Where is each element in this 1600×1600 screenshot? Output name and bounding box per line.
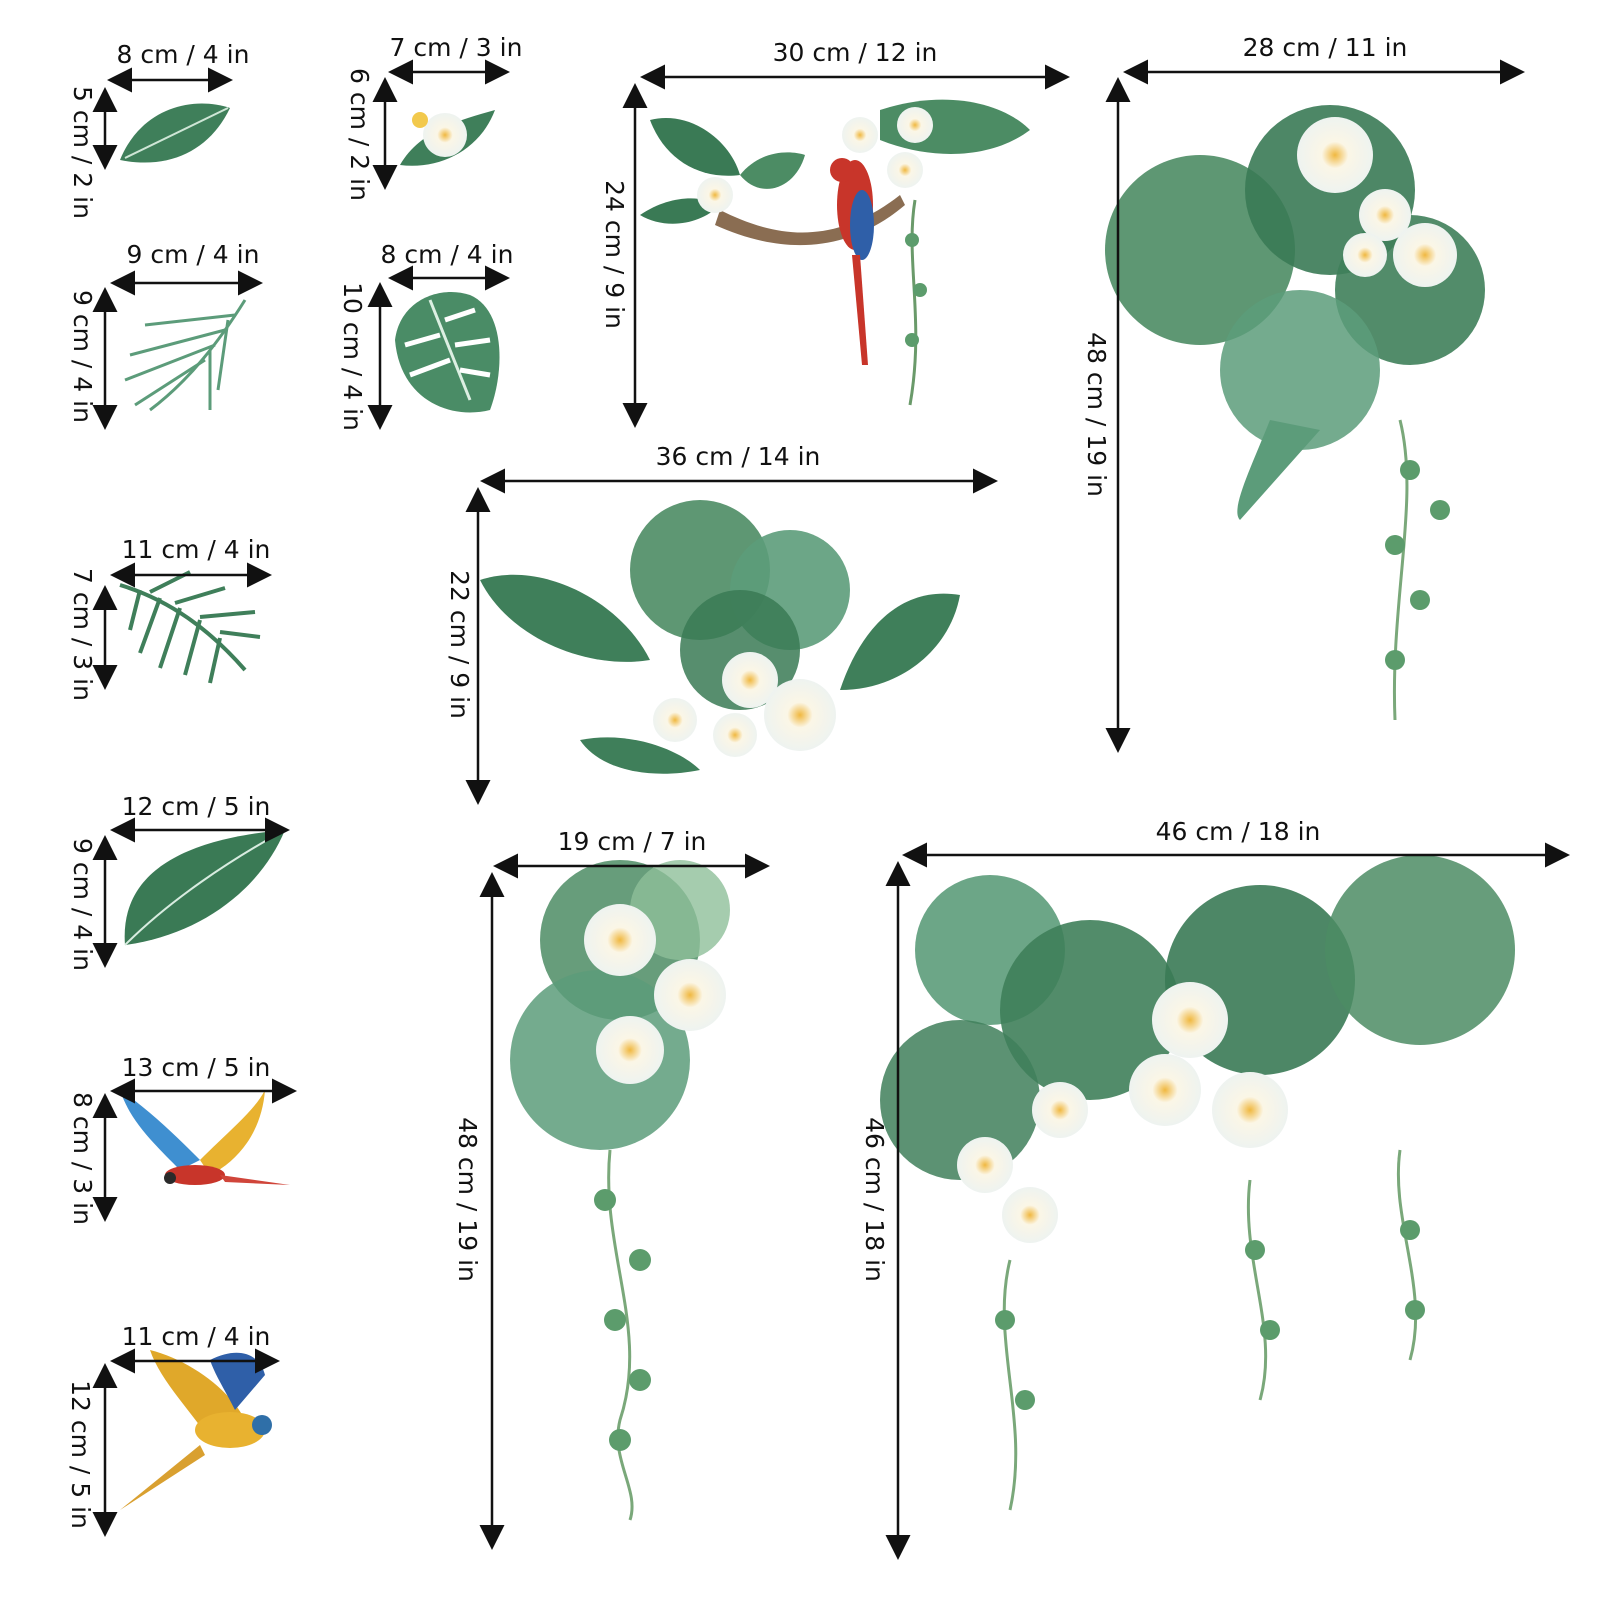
- flower-cluster-art: [400, 110, 495, 166]
- fern-sprig-art: [124, 299, 247, 412]
- yellow-parrot-height-label: 12 cm / 5 in: [65, 1380, 95, 1529]
- small-leaf-art: [120, 103, 230, 163]
- tropical-bouquet-width-label: 36 cm / 14 in: [655, 442, 821, 471]
- hanging-vine-flowers-art: [510, 860, 730, 1521]
- hanging-bouquet-large-art: [1105, 105, 1485, 721]
- yellow-parrot-art: [120, 1350, 272, 1510]
- flying-parrot-width-label: 13 cm / 5 in: [121, 1053, 271, 1082]
- hanging-vine-flowers-height-label: 48 cm / 19 in: [452, 1117, 482, 1282]
- tropical-arch-height-label: 46 cm / 18 in: [859, 1117, 889, 1282]
- sticker-art: [119, 99, 1515, 1521]
- monstera-leaf-art: [395, 292, 500, 413]
- parrot-on-branch-height-label: 24 cm / 9 in: [599, 180, 629, 329]
- flower-cluster-height-label: 6 cm / 2 in: [344, 68, 374, 201]
- tropical-arch-art: [880, 855, 1515, 1511]
- parrot-on-branch-width-label: 30 cm / 12 in: [772, 38, 938, 67]
- palm-frond-height-label: 7 cm / 3 in: [67, 568, 97, 701]
- parrot-on-branch-art: [640, 99, 1030, 406]
- tropical-arch-width-label: 46 cm / 18 in: [1155, 817, 1321, 846]
- hanging-vine-flowers-width-label: 19 cm / 7 in: [557, 827, 707, 856]
- banana-leaf-width-label: 12 cm / 5 in: [121, 792, 271, 821]
- yellow-parrot-width-label: 11 cm / 4 in: [121, 1322, 271, 1351]
- flower-cluster-width-label: 7 cm / 3 in: [389, 33, 523, 62]
- flying-parrot-art: [120, 1090, 290, 1185]
- fern-sprig-width-label: 9 cm / 4 in: [126, 240, 260, 269]
- small-leaf-height-label: 5 cm / 2 in: [67, 86, 97, 219]
- tropical-bouquet-art: [480, 500, 960, 774]
- flying-parrot-height-label: 8 cm / 3 in: [67, 1092, 97, 1225]
- banana-leaf-height-label: 9 cm / 4 in: [67, 838, 97, 971]
- hanging-bouquet-large-height-label: 48 cm / 19 in: [1081, 332, 1111, 497]
- small-leaf-width-label: 8 cm / 4 in: [116, 40, 250, 69]
- hanging-bouquet-large-width-label: 28 cm / 11 in: [1242, 33, 1408, 62]
- palm-frond-art: [119, 570, 261, 684]
- palm-frond-width-label: 11 cm / 4 in: [121, 535, 271, 564]
- monstera-leaf-height-label: 10 cm / 4 in: [337, 282, 367, 431]
- banana-leaf-art: [124, 829, 286, 946]
- tropical-bouquet-height-label: 22 cm / 9 in: [444, 570, 474, 719]
- fern-sprig-height-label: 9 cm / 4 in: [67, 290, 97, 423]
- monstera-leaf-width-label: 8 cm / 4 in: [380, 240, 514, 269]
